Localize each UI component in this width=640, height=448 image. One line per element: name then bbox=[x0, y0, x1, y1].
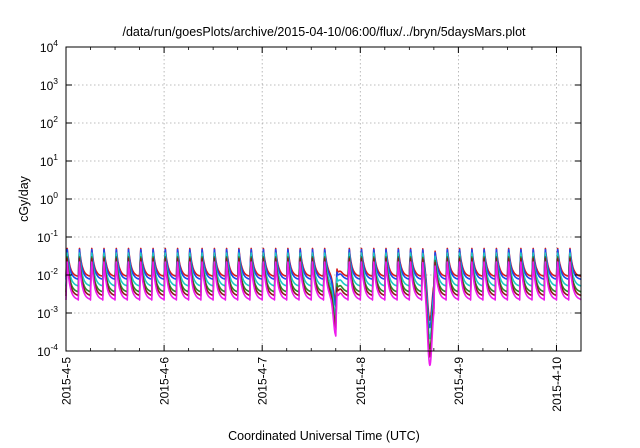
y-axis-ticks: 10-4 10-3 10-2 10-1 100 101 102 103 104 bbox=[37, 38, 581, 359]
y-tick-label: 104 bbox=[40, 38, 58, 55]
x-tick-label: 2015-4-10 bbox=[550, 357, 564, 412]
series-line bbox=[65, 261, 582, 367]
y-tick-label: 10-3 bbox=[37, 304, 58, 321]
chart-title: /data/run/goesPlots/archive/2015-04-10/0… bbox=[122, 25, 526, 39]
y-tick-label: 103 bbox=[40, 76, 58, 93]
y-axis-label: cGy/day bbox=[17, 175, 31, 222]
y-tick-label: 10-4 bbox=[37, 342, 58, 359]
x-tick-label: 2015-4-8 bbox=[354, 357, 368, 405]
grid-lines bbox=[66, 47, 581, 351]
y-tick-label: 100 bbox=[40, 190, 58, 207]
x-axis-ticks: 2015-4-5 2015-4-6 2015-4-7 2015-4-8 2015-4-9… bbox=[60, 47, 564, 412]
x-axis-label: Coordinated Universal Time (UTC) bbox=[228, 429, 420, 443]
y-tick-label: 10-2 bbox=[37, 266, 58, 283]
y-tick-label: 102 bbox=[40, 114, 58, 131]
x-tick-label: 2015-4-9 bbox=[452, 357, 466, 405]
x-tick-label: 2015-4-5 bbox=[60, 357, 74, 405]
y-tick-label: 101 bbox=[40, 152, 58, 169]
x-tick-label: 2015-4-6 bbox=[158, 357, 172, 405]
y-tick-label: 10-1 bbox=[37, 228, 58, 245]
x-tick-label: 2015-4-7 bbox=[256, 357, 270, 405]
data-series-layer bbox=[65, 247, 582, 367]
